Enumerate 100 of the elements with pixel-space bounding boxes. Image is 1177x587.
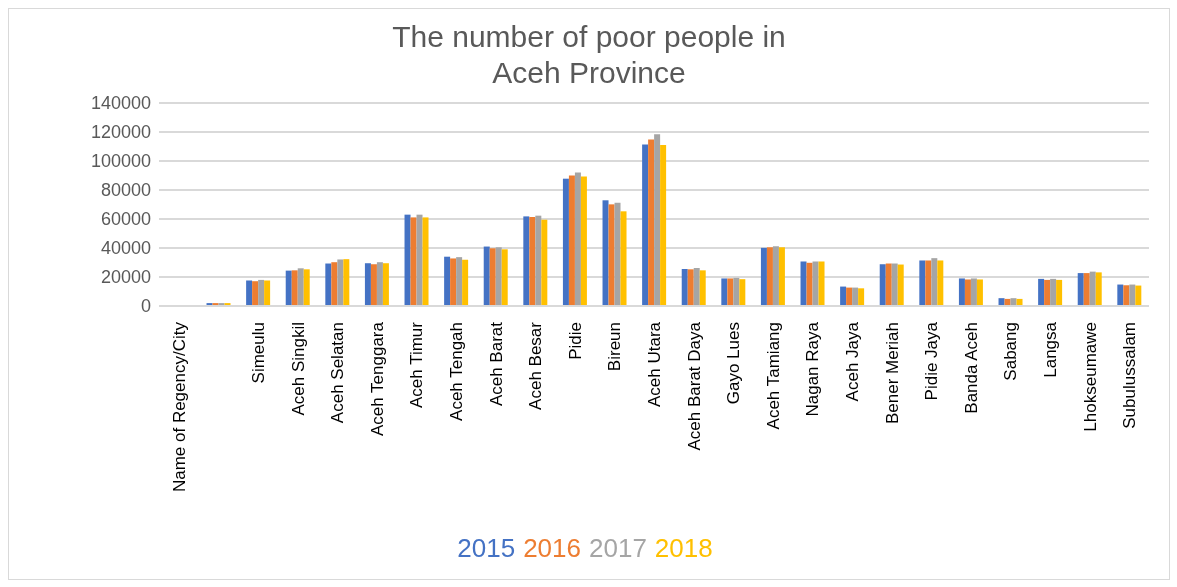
bar <box>297 268 304 306</box>
x-tick-label: Aceh Tamiang <box>763 322 783 430</box>
bar <box>766 247 773 306</box>
bar <box>264 280 271 306</box>
bar <box>568 175 575 306</box>
bar <box>416 214 423 306</box>
bar <box>897 264 904 306</box>
x-tick-label: Aceh Tengah <box>447 322 466 421</box>
x-tick-label: Nagan Raya <box>803 321 823 417</box>
bar <box>1056 279 1063 306</box>
bar <box>1077 273 1084 306</box>
bar <box>1135 285 1142 306</box>
bar <box>778 247 785 306</box>
bar <box>970 278 977 306</box>
text: 2016 <box>523 533 581 563</box>
bar <box>852 287 859 306</box>
bar <box>937 260 944 306</box>
x-tick-label: Name of Regency/City <box>169 321 189 493</box>
bar <box>602 200 609 306</box>
bar <box>925 260 932 306</box>
bar <box>529 216 536 306</box>
bar <box>1044 279 1051 306</box>
bar <box>642 144 649 306</box>
x-tick-label: Gayo Lues <box>724 322 744 405</box>
y-tick-label: 120000 <box>90 122 151 143</box>
bar <box>727 278 734 306</box>
bar <box>858 288 865 306</box>
x-tick-label: Aceh Singkil <box>288 322 308 416</box>
bar <box>410 217 417 306</box>
bar <box>885 263 892 306</box>
text: 2017 <box>589 533 647 563</box>
bar <box>772 246 779 306</box>
bar <box>620 211 627 306</box>
y-tick-label: 60000 <box>100 209 151 230</box>
bar <box>958 278 965 306</box>
bar <box>562 178 569 306</box>
y-tick-label: 20000 <box>100 267 151 288</box>
bar <box>580 176 587 306</box>
x-tick-label: Lhokseumawe <box>1080 322 1100 432</box>
bar <box>812 261 819 306</box>
x-tick-label: Bener Meriah <box>882 322 902 425</box>
bar <box>404 214 411 306</box>
x-tick-label: Sabang <box>1001 322 1021 381</box>
bar <box>376 262 383 306</box>
bar <box>382 263 389 306</box>
bar <box>303 269 310 306</box>
bar <box>574 172 581 306</box>
bar <box>370 264 377 306</box>
bar <box>693 268 700 306</box>
bar <box>364 263 371 306</box>
bar <box>818 261 825 306</box>
x-tick-label: Bireun <box>605 322 625 372</box>
bar <box>687 269 694 306</box>
y-tick-label: 40000 <box>100 238 151 259</box>
x-tick-label: Aceh Tenggara <box>367 321 387 437</box>
bar <box>1123 285 1130 306</box>
bar <box>523 216 530 306</box>
bar <box>422 217 429 306</box>
bar <box>681 269 688 306</box>
bar <box>733 277 740 306</box>
bar <box>739 279 746 306</box>
bar <box>291 270 298 306</box>
bar <box>501 249 508 306</box>
y-tick-label: 80000 <box>100 180 151 201</box>
bar <box>1095 272 1102 306</box>
bar <box>614 202 621 306</box>
bar <box>800 261 807 306</box>
bar <box>343 259 350 306</box>
bar <box>337 259 344 306</box>
bar <box>444 256 451 306</box>
text: 2015 <box>457 533 516 563</box>
text: 2018 <box>654 533 713 563</box>
bar <box>325 263 332 306</box>
bar <box>976 279 983 306</box>
bar <box>760 247 767 306</box>
bar <box>919 260 926 306</box>
bar <box>654 134 661 306</box>
chart-title: The number of poor people in Aceh Province <box>391 19 787 91</box>
bar <box>1050 278 1057 306</box>
bar <box>1117 284 1124 306</box>
y-tick-label: 140000 <box>90 93 151 114</box>
x-tick-label: Aceh Timur <box>407 321 427 408</box>
bar <box>964 279 971 306</box>
y-tick-label: 100000 <box>90 151 151 172</box>
bar <box>879 264 886 306</box>
bar <box>252 281 259 306</box>
x-tick-label: Aceh Barat Daya <box>684 321 704 451</box>
bar <box>489 248 496 306</box>
x-tick-label: Pidie <box>565 322 585 360</box>
bar <box>931 258 938 306</box>
bar <box>846 287 853 306</box>
bar <box>699 270 706 306</box>
bar <box>1083 273 1090 306</box>
bar <box>285 270 292 306</box>
bar <box>483 246 490 306</box>
x-tick-label: Langsa <box>1041 321 1060 378</box>
bar <box>495 247 502 306</box>
x-tick-label: Pidie Jaya <box>922 321 942 401</box>
bar <box>806 262 813 306</box>
bar <box>891 263 898 306</box>
